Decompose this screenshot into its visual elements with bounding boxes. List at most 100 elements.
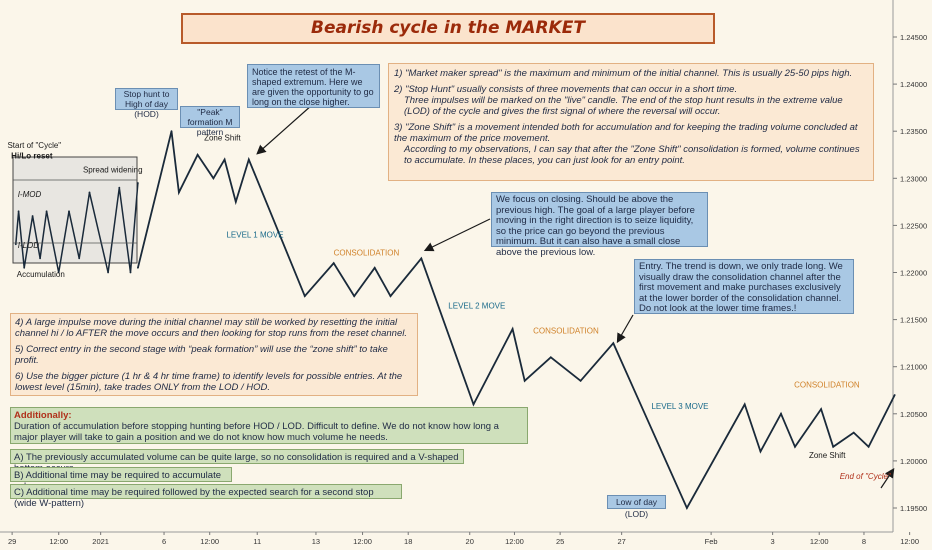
x-tick-label: 20 bbox=[466, 537, 474, 546]
y-tick-label: 1.21500 bbox=[900, 316, 927, 325]
price-point bbox=[579, 379, 582, 382]
price-point bbox=[78, 257, 81, 260]
price-point bbox=[129, 271, 132, 274]
price-point bbox=[893, 394, 896, 396]
note-low-of-day: Low of day (LOD) bbox=[607, 495, 666, 519]
price-point bbox=[820, 408, 822, 410]
annotation-label: CONSOLIDATION bbox=[533, 327, 599, 336]
note-definitions: 1) "Market maker spread" is the maximum … bbox=[388, 63, 874, 181]
price-point bbox=[178, 191, 180, 194]
price-point bbox=[353, 295, 356, 297]
price-point bbox=[852, 431, 855, 434]
price-point bbox=[39, 257, 41, 260]
price-line-2 bbox=[15, 182, 139, 273]
note-retest: Notice the retest of the M-shaped extrem… bbox=[247, 64, 380, 108]
x-tick-label: Feb bbox=[705, 537, 718, 546]
price-point bbox=[832, 445, 835, 448]
arrow-end-cycle bbox=[880, 468, 895, 489]
price-point bbox=[14, 243, 17, 246]
price-point bbox=[88, 191, 91, 194]
price-point bbox=[759, 450, 762, 453]
annotation-label: Start of "Cycle" bbox=[7, 141, 61, 150]
definition-1: 1) "Market maker spread" is the maximum … bbox=[394, 68, 853, 79]
annotation-layer: LEVEL 1 MOVE LEVEL 2 MOVE LEVEL 3 MOVE CONS… bbox=[7, 134, 891, 481]
price-point bbox=[223, 158, 226, 161]
note-stop-hunt: Stop hunt to High of day (HOD) bbox=[115, 88, 178, 119]
additionally-body: Duration of accumulation before stopping… bbox=[14, 421, 499, 443]
note-rules: 4) A large impulse move during the initi… bbox=[10, 313, 418, 396]
definition-2-head: 2) "Stop Hunt" usually consists of three… bbox=[394, 84, 738, 95]
price-point bbox=[523, 379, 526, 382]
rule-5: 5) Correct entry in the second stage wit… bbox=[15, 344, 388, 366]
x-tick-label: 11 bbox=[253, 537, 261, 546]
price-point bbox=[867, 445, 870, 448]
price-point bbox=[420, 257, 423, 260]
note-additionally: Additionally: Duration of accumulation b… bbox=[10, 407, 528, 444]
price-point bbox=[743, 403, 746, 406]
price-point bbox=[107, 271, 109, 274]
price-point bbox=[196, 153, 199, 156]
price-point bbox=[170, 130, 173, 133]
annotation-label: Hi/Lo reset bbox=[11, 152, 53, 161]
note-option-a: A) The previously accumulated volume can… bbox=[10, 449, 464, 474]
y-tick-label: 1.19500 bbox=[900, 504, 927, 513]
x-tick-label: 12:00 bbox=[49, 537, 68, 546]
price-point bbox=[794, 445, 796, 448]
annotation-label: Spread widening bbox=[83, 166, 143, 175]
note-option-b: B) Additional time may be required to ac… bbox=[10, 467, 232, 492]
price-point bbox=[303, 295, 306, 297]
y-tick-label: 1.20000 bbox=[900, 457, 927, 466]
y-tick-label: 1.22000 bbox=[900, 269, 927, 278]
annotation-label: CONSOLIDATION bbox=[334, 249, 400, 258]
x-tick-label: 12:00 bbox=[810, 537, 829, 546]
y-tick-label: 1.23000 bbox=[900, 174, 927, 183]
y-tick-label: 1.24000 bbox=[900, 80, 927, 89]
annotation-label: CONSOLIDATION bbox=[794, 380, 860, 389]
rule-4: 4) A large impulse move during the initi… bbox=[15, 317, 407, 339]
price-point bbox=[17, 210, 20, 213]
price-point bbox=[332, 262, 335, 264]
price-point bbox=[57, 271, 60, 274]
arrow-layer bbox=[256, 104, 895, 489]
x-tick-label: 27 bbox=[617, 537, 625, 546]
annotation-label: End of "Cycle" bbox=[840, 472, 892, 481]
x-tick-label: 8 bbox=[862, 537, 866, 546]
price-point bbox=[686, 507, 688, 509]
definition-2: 2) "Stop Hunt" usually consists of three… bbox=[394, 84, 868, 117]
y-tick-label: 1.20500 bbox=[900, 410, 927, 419]
y-tick-label: 1.23500 bbox=[900, 127, 927, 136]
additionally-title: Additionally: bbox=[14, 410, 72, 421]
chart-title: Bearish cycle in the MARKET bbox=[181, 13, 715, 44]
series-layer bbox=[14, 130, 896, 511]
x-tick-label: 2021 bbox=[92, 537, 109, 546]
price-point bbox=[549, 356, 552, 359]
arrow-entry bbox=[616, 314, 634, 344]
x-tick-label: 18 bbox=[404, 537, 412, 546]
price-point bbox=[118, 186, 121, 189]
y-tick-label: 1.24500 bbox=[900, 33, 927, 42]
x-tick-label: 12:00 bbox=[200, 537, 219, 546]
price-point bbox=[31, 215, 34, 217]
x-tick-label: 6 bbox=[162, 537, 166, 546]
arrow-focus-closing bbox=[423, 218, 491, 252]
annotation-label: LEVEL 3 MOVE bbox=[651, 402, 708, 411]
annotation-label: I-MOD bbox=[18, 190, 42, 199]
price-line-1 bbox=[137, 130, 896, 511]
price-point bbox=[389, 295, 392, 297]
arrow-retest bbox=[256, 104, 313, 155]
note-entry: Entry. The trend is down, we only trade … bbox=[634, 259, 854, 314]
price-point bbox=[247, 158, 250, 161]
price-point bbox=[234, 201, 237, 203]
price-point bbox=[373, 266, 376, 269]
y-tick-label: 1.21000 bbox=[900, 363, 927, 372]
note-peak-formation: "Peak" formation M pattern bbox=[180, 106, 240, 137]
definition-3-body: According to my observations, I can say … bbox=[404, 144, 860, 166]
price-point bbox=[212, 177, 215, 180]
price-point bbox=[137, 266, 139, 269]
price-point bbox=[511, 328, 514, 330]
annotation-label: LEVEL 2 MOVE bbox=[448, 301, 505, 310]
definition-2-body: Three impulses will be marked on the "li… bbox=[404, 95, 843, 117]
price-point bbox=[612, 342, 615, 345]
x-tick-label: 29 bbox=[8, 537, 16, 546]
x-tick-label: 12:00 bbox=[900, 537, 919, 546]
